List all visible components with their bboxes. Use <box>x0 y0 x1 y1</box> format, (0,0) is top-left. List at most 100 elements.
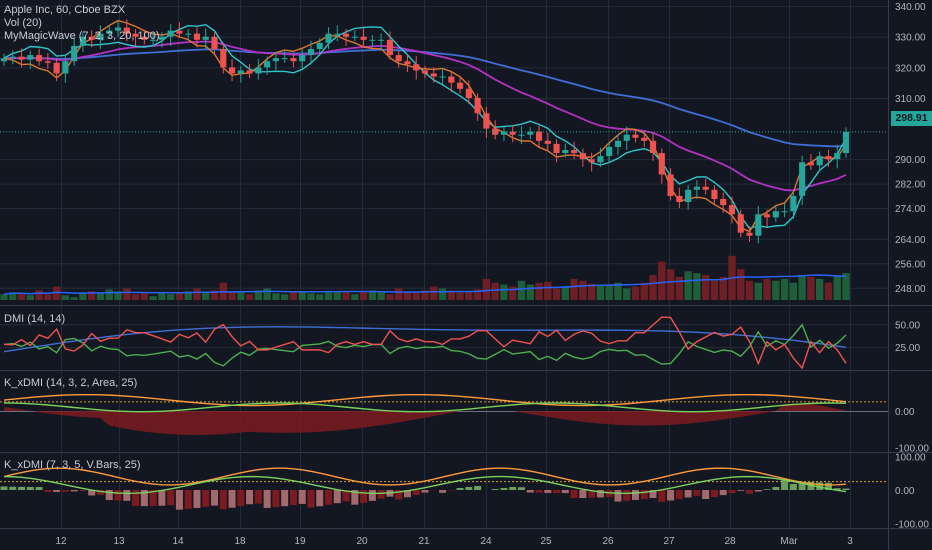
candle-body <box>649 140 657 154</box>
symbol-title[interactable]: Apple Inc, 60, Cboe BZX <box>4 4 126 16</box>
kxdmi-area-title[interactable]: K_xDMI (14, 3, 2, Area, 25) <box>4 377 138 389</box>
kxdmi-histogram-bar <box>281 490 289 507</box>
volume-bar <box>710 280 719 300</box>
kxdmi-histogram-bar <box>333 490 341 504</box>
candle-body <box>816 156 823 166</box>
candle-body <box>150 39 157 41</box>
kxdmi-histogram-bar <box>561 490 569 494</box>
candle-body <box>123 27 130 34</box>
candle-body <box>535 131 543 141</box>
volume-bar <box>193 288 201 300</box>
volume-bar <box>421 290 429 300</box>
volume-bar <box>131 294 140 300</box>
candle-body <box>834 153 841 160</box>
candle-body <box>71 45 78 62</box>
kxdmi-histogram-bar <box>719 490 727 496</box>
volume-bar <box>763 278 771 300</box>
volume-bar <box>561 286 570 300</box>
time-axis-label: 28 <box>724 536 736 547</box>
candle-body <box>457 82 464 89</box>
candle-body <box>220 48 227 68</box>
volume-bar <box>9 292 17 300</box>
candle-body <box>316 42 323 49</box>
kxdmi-area-fill <box>4 403 846 435</box>
volume-bar <box>105 289 113 300</box>
candle-body <box>430 73 437 77</box>
volume-bar <box>587 283 596 300</box>
kxdmi-histogram-bar <box>184 490 192 509</box>
kxdmi-histogram-bar <box>588 490 596 498</box>
price-axis-label: 274.00 <box>895 204 926 215</box>
candle-body <box>711 189 718 199</box>
candle-body <box>544 140 551 144</box>
candle-body <box>290 58 297 62</box>
kxdmi-histogram-bar <box>439 490 447 493</box>
wave-legend[interactable]: MyMagicWave (7, 2, 3, 20, 100) <box>4 30 160 42</box>
volume-bar <box>35 290 43 300</box>
candle-body <box>211 36 218 49</box>
candle-body <box>448 76 455 83</box>
kxdmi-histogram-bar <box>18 486 26 490</box>
kxdmi-histogram-bar <box>553 490 561 494</box>
kxdmi-histogram-bar <box>246 490 254 505</box>
volume-bar <box>228 291 236 300</box>
volume-legend[interactable]: Vol (20) <box>4 17 42 29</box>
kxdmi-histogram-bar <box>702 490 710 499</box>
candle-body <box>720 198 727 206</box>
candle-body <box>106 30 113 34</box>
kxdmi-histogram-bar <box>360 490 368 503</box>
candle-body <box>132 33 139 37</box>
volume-bar <box>149 296 157 300</box>
price-axis-label: 310.00 <box>895 94 926 105</box>
candle-body <box>141 36 148 40</box>
kxdmi-histogram-bar <box>728 490 736 494</box>
kxdmi-histogram-bar <box>675 490 683 500</box>
candle-body <box>9 56 16 59</box>
volume-bar <box>307 293 315 300</box>
volume-bar <box>237 292 245 300</box>
kxdmi-histogram-bar <box>614 490 622 502</box>
volume-bar <box>44 294 52 300</box>
volume-bar <box>351 294 359 300</box>
candle-body <box>325 33 332 43</box>
candle-body <box>18 56 25 60</box>
kxdmi-histogram-bar <box>517 487 525 490</box>
volume-bar <box>824 282 833 300</box>
candle-body <box>597 156 604 163</box>
kxdmi-histogram-bar <box>640 490 648 500</box>
volume-bar <box>544 281 552 300</box>
candle-body <box>588 159 595 163</box>
volume-bar <box>482 278 491 300</box>
kxdmi-area-axis-label: 0.00 <box>895 407 915 418</box>
candle-body <box>334 33 341 35</box>
kxdmi-histogram-bar <box>403 490 411 498</box>
candle-body <box>395 55 402 62</box>
volume-bar <box>675 276 684 300</box>
volume-bar <box>333 291 341 300</box>
candle-body <box>685 189 692 203</box>
kxdmi-histogram-bar <box>123 490 131 501</box>
kxdmi-histogram-bar <box>842 488 850 490</box>
volume-bar <box>289 292 298 300</box>
kxdmi-histogram-bar <box>824 482 832 490</box>
volume-bar <box>342 292 350 300</box>
candle-body <box>62 61 69 74</box>
candle-body <box>518 134 525 136</box>
volume-bar <box>473 289 482 300</box>
candle-body <box>176 30 183 34</box>
kxdmi-histogram-bar <box>368 490 376 501</box>
kxdmi-bars-title[interactable]: K_xDMI (7, 3, 5, V.Bars, 25) <box>4 459 141 471</box>
volume-bar <box>79 292 87 300</box>
volume-bar <box>272 293 280 300</box>
candle-body <box>763 214 771 218</box>
dmi-title[interactable]: DMI (14, 14) <box>4 313 66 325</box>
time-axis-label: 14 <box>172 536 184 547</box>
kxdmi-histogram-bar <box>789 483 797 490</box>
candle-body <box>553 143 560 154</box>
kxdmi-histogram-bar <box>833 488 841 490</box>
kxdmi-histogram-bar <box>149 490 157 506</box>
price-axis-label: 256.00 <box>895 259 926 270</box>
volume-bar <box>789 282 798 300</box>
